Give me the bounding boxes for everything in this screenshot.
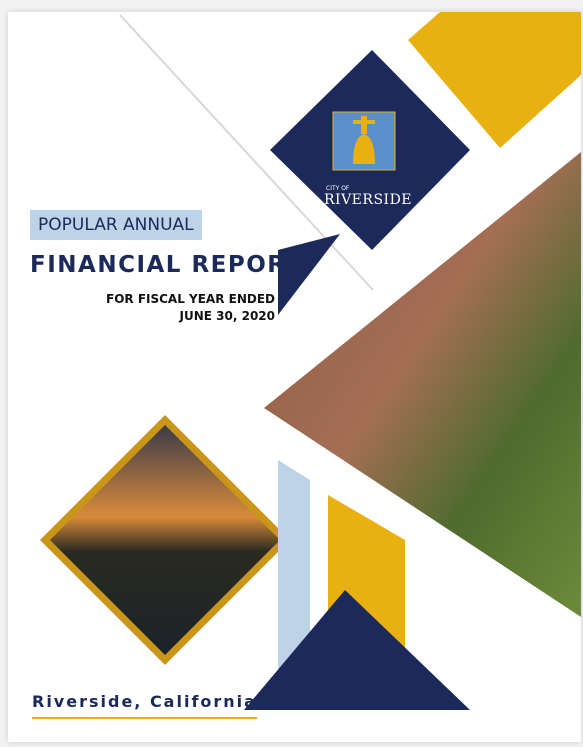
cover: CITY OF RIVERSIDE POPULAR ANNUAL FINANCI…: [8, 12, 581, 742]
subtitle: POPULAR ANNUAL: [30, 210, 202, 240]
place: Riverside, California: [32, 692, 257, 719]
title: FINANCIAL REPORT: [30, 252, 303, 278]
logo-cross-bar: [353, 120, 375, 124]
cover-art: [8, 12, 581, 742]
logo-name: RIVERSIDE: [324, 192, 412, 208]
park-photo: [50, 425, 280, 655]
fiscal-line: JUNE 30, 2020: [180, 309, 275, 323]
logo-cross: [361, 116, 367, 134]
navy-bottom-triangle: [244, 590, 470, 710]
page: {"logo": {"small": "CITY OF", "name": "R…: [0, 0, 583, 747]
fiscal-line: FOR FISCAL YEAR ENDED: [106, 292, 275, 306]
logo-small: CITY OF: [326, 185, 349, 192]
